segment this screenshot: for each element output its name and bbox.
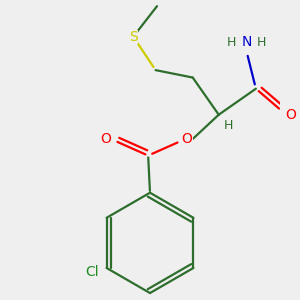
Text: N: N (242, 35, 252, 49)
Text: O: O (100, 132, 111, 146)
Text: H: H (223, 118, 233, 132)
Text: Cl: Cl (85, 265, 98, 279)
Text: H: H (257, 36, 266, 49)
Text: S: S (129, 30, 138, 44)
Text: O: O (286, 108, 297, 122)
Text: O: O (182, 132, 193, 146)
Text: H: H (227, 36, 236, 49)
